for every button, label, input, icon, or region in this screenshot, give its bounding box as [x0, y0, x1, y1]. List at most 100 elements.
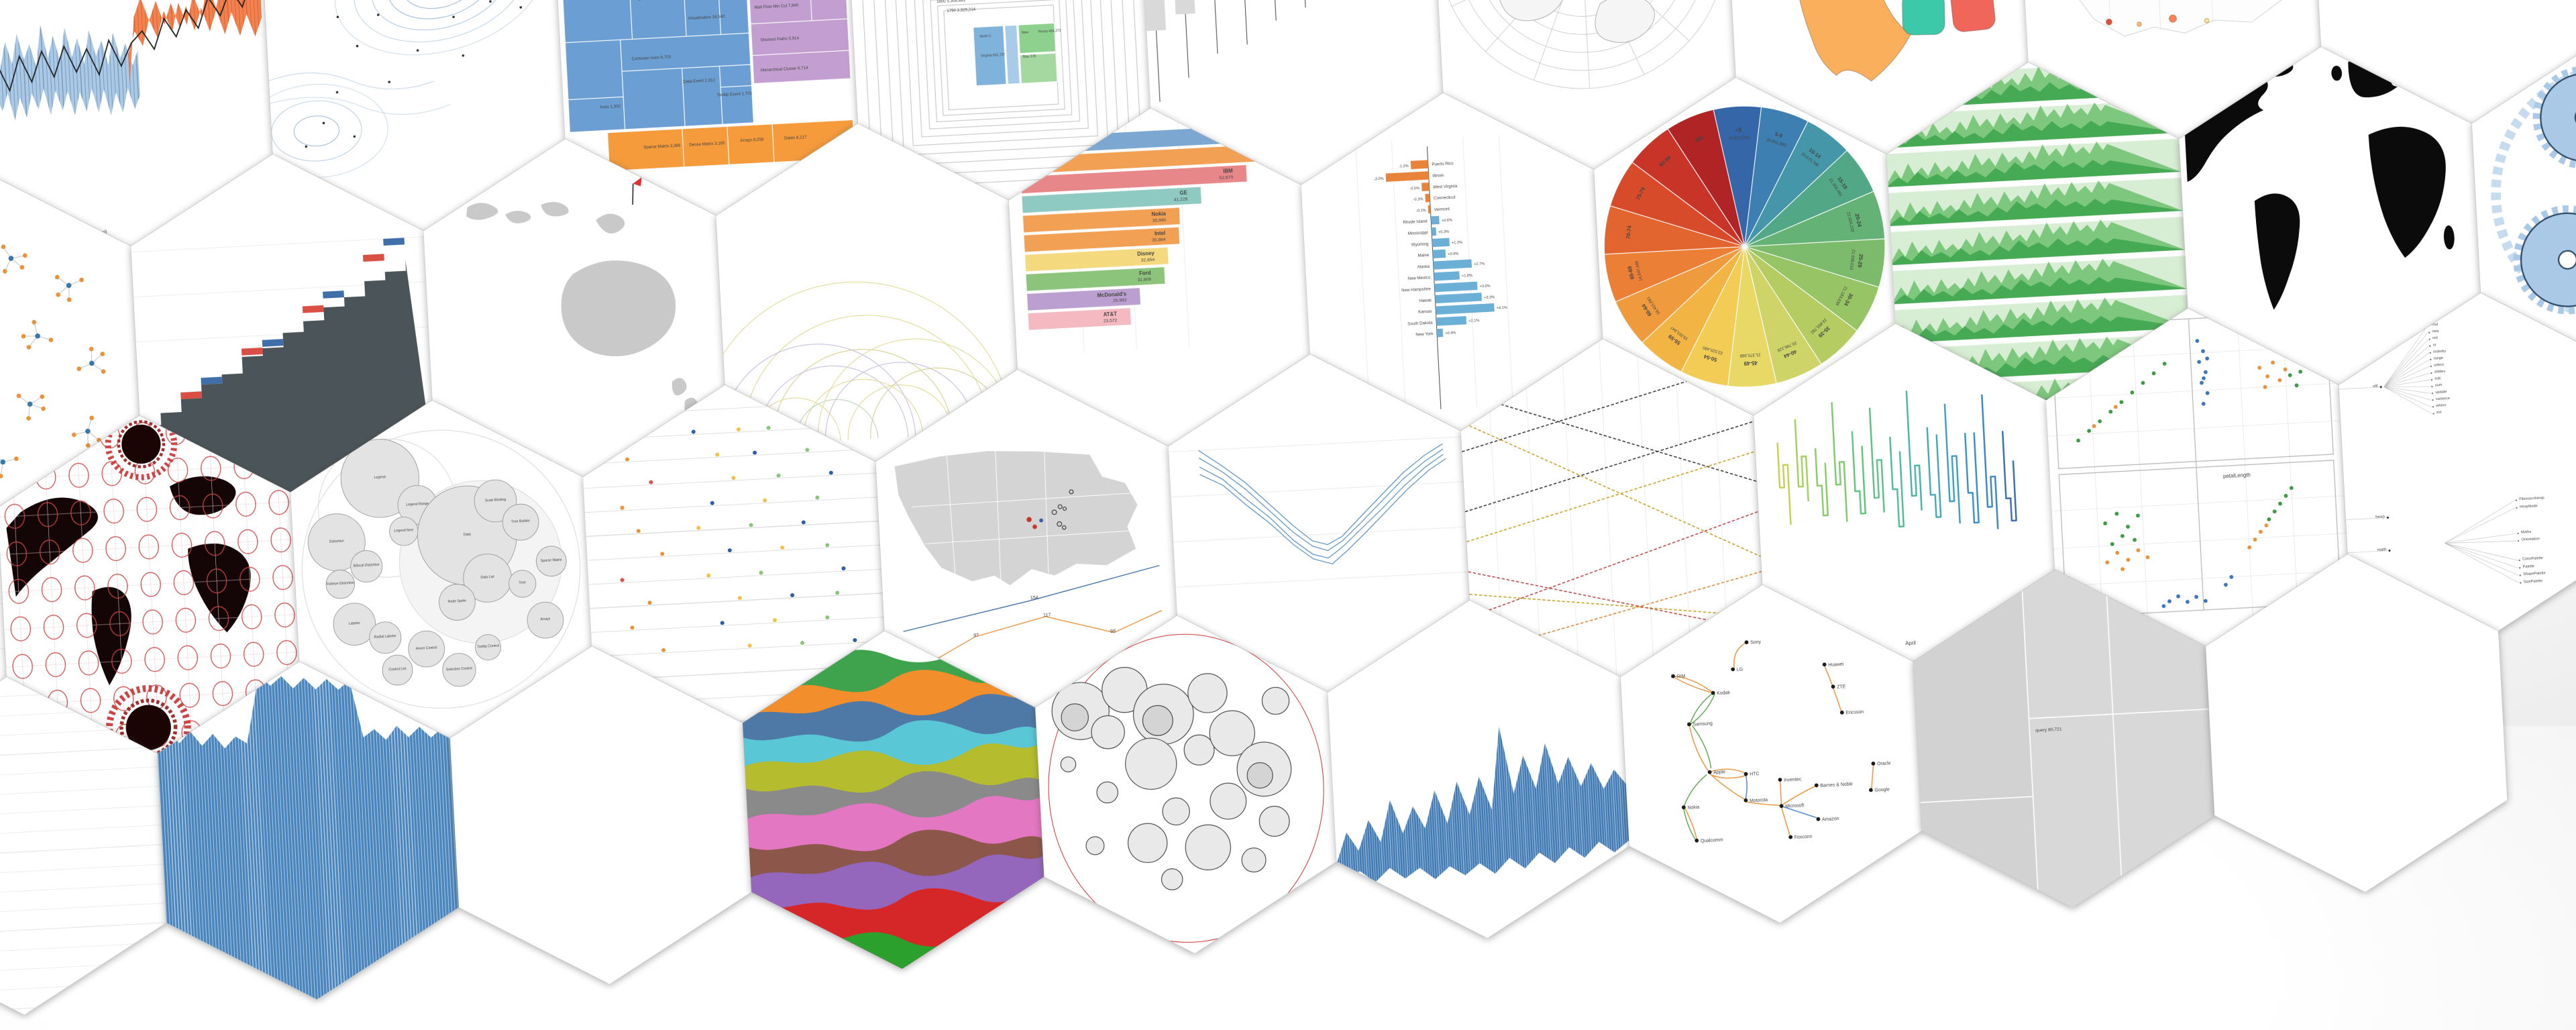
svg-text:Dense Matrix 3,165: Dense Matrix 3,165 — [689, 141, 725, 148]
svg-text:Tooltip Control: Tooltip Control — [477, 644, 499, 650]
svg-text:-3.0%: -3.0% — [1374, 177, 1384, 182]
tile-patent-network[interactable]: Sony LG RIM Kodak Samsung Apple HTC Noki… — [1616, 577, 1927, 930]
tile-dot-strip-plot[interactable] — [578, 377, 889, 730]
svg-text:ColorPalette: ColorPalette — [2522, 556, 2543, 562]
svg-text:Motorola: Motorola — [1750, 798, 1768, 803]
svg-text:Bifocal Distortion: Bifocal Distortion — [354, 563, 380, 568]
tile-dark-step-chart[interactable]: 50 — [126, 147, 437, 500]
svg-text:Maine: Maine — [1417, 253, 1430, 258]
svg-text:West Virginia: West Virginia — [1433, 184, 1458, 190]
tile-noisy-series[interactable] — [1324, 593, 1634, 945]
svg-text:mul: mul — [2432, 323, 2438, 327]
tile-gray-treemap[interactable]: query 80,721 — [1909, 562, 2219, 915]
symbol-dots — [2057, 0, 2281, 30]
tile-scatterplot-matrix[interactable]: petalLength — [2041, 301, 2352, 654]
svg-text:HeapNode: HeapNode — [2520, 504, 2538, 509]
svg-text:98: 98 — [1110, 628, 1116, 634]
south-america-shape — [2254, 193, 2304, 311]
tile-quake-map[interactable]: 97 117 98 154 — [871, 362, 1182, 715]
contour-points — [294, 0, 529, 148]
svg-text:where: where — [2435, 403, 2447, 408]
tile-dendrogram[interactable]: mul neq not or orderby range select stdd… — [2334, 285, 2576, 638]
europe-shape — [2348, 54, 2398, 99]
tile-blank[interactable] — [445, 639, 756, 992]
tile-multiline-dip[interactable] — [1164, 347, 1474, 700]
svg-text:stddev: stddev — [2434, 370, 2446, 374]
svg-text:Fisheye Distortion: Fisheye Distortion — [327, 581, 355, 586]
brand-bar-rows: IBM 52,870 GE 41,228 Nokia 35,990 Intel … — [1019, 125, 1277, 330]
svg-text:5-9: 5-9 — [1774, 131, 1784, 139]
texas-blob — [1799, 0, 1913, 85]
black-map-graphic — [2175, 40, 2485, 393]
africa-shape — [2368, 124, 2451, 259]
tile-symbol-map[interactable] — [2015, 0, 2326, 146]
svg-text:21,698,010: 21,698,010 — [1849, 249, 1856, 270]
svg-text:Hover Control: Hover Control — [416, 646, 437, 651]
svg-text:Dates 8,217: Dates 8,217 — [784, 135, 807, 141]
svg-text:range: range — [2434, 356, 2444, 361]
treemap-graphic: Data Sprite 10,349Tree 7,147Edge Rendere… — [552, 0, 863, 223]
oceania-map-graphic — [419, 132, 730, 484]
tile-blank-2[interactable] — [2201, 547, 2512, 900]
scatter-matrix-label: petalLength — [2223, 472, 2251, 479]
svg-text:Tree: Tree — [519, 581, 526, 586]
svg-text:Intel: Intel — [1155, 230, 1166, 237]
svg-text:ZTE: ZTE — [1837, 684, 1846, 690]
svg-text:math: math — [2377, 548, 2387, 553]
svg-text:Sparse Matrix 3,366: Sparse Matrix 3,366 — [643, 143, 681, 150]
svg-text:not: not — [2432, 336, 2438, 340]
svg-text:Selection Control: Selection Control — [446, 666, 472, 672]
boxplot-graphic — [1137, 0, 1448, 193]
svg-text:update: update — [2435, 390, 2447, 395]
tile-gears[interactable] — [2467, 24, 2576, 377]
svg-text:heap: heap — [2375, 515, 2385, 520]
line-value-labels: 97 117 98 154 — [971, 590, 1116, 641]
svg-text:25-29: 25-29 — [1856, 254, 1864, 268]
svg-text:23,572: 23,572 — [1104, 318, 1118, 323]
north-america-shape — [2182, 68, 2273, 183]
tile-streamgraph[interactable] — [738, 623, 1049, 976]
tile-azimuthal-projection[interactable] — [1430, 0, 1740, 177]
tile-bubble-collision[interactable] — [1031, 608, 1342, 961]
svg-text:<5: <5 — [1735, 127, 1742, 133]
tile-brand-value-bars[interactable]: IBM 52,870 GE 41,228 Nokia 35,990 Intel … — [1004, 101, 1315, 454]
svg-text:sum: sum — [2435, 383, 2443, 388]
svg-text:Ford: Ford — [1139, 270, 1151, 276]
svg-text:+2.7%: +2.7% — [1474, 262, 1485, 266]
svg-text:Foxconn: Foxconn — [1794, 835, 1813, 840]
tile-watercolor-us-map[interactable] — [1723, 0, 2033, 162]
annotated-lines — [900, 566, 1164, 675]
svg-text:Data: Data — [464, 533, 471, 537]
gradient-axis-label: April — [1905, 640, 1916, 647]
australia-shape — [559, 258, 678, 360]
contour-graphic — [260, 0, 570, 238]
tile-age-wheel[interactable]: <5 19,912,018 5-9 20,501,982 10-14 20,67… — [1589, 70, 1900, 423]
svg-text:Legend Item: Legend Item — [394, 528, 413, 533]
symbol-map-graphic — [2015, 0, 2326, 146]
tile-gradient-step-chart[interactable]: April — [1749, 316, 2059, 669]
svg-text:Nokia: Nokia — [1687, 805, 1699, 811]
tile-circle-packing[interactable]: Legend Legend Range Legend Item Distorti… — [286, 393, 596, 745]
svg-text:Hierarchical Cluster 6,714: Hierarchical Cluster 6,714 — [761, 66, 809, 73]
tile-audio-waveform[interactable] — [153, 654, 464, 1007]
svg-text:IBM: IBM — [1223, 168, 1233, 174]
svg-text:orderby: orderby — [2433, 350, 2446, 354]
census-state-labels: North C Virginia 691,737 New Penns 434,373 M… — [979, 29, 1062, 61]
tile-flare-treemap[interactable]: Data Sprite 10,349Tree 7,147Edge Rendere… — [552, 0, 863, 223]
svg-text:Palette: Palette — [2523, 564, 2535, 569]
svg-text:FibonacciHeap: FibonacciHeap — [2519, 496, 2544, 501]
tile-gridlines[interactable] — [0, 670, 170, 1023]
svg-text:-0.5%: -0.5% — [1409, 187, 1419, 191]
tile-census-spiral[interactable]: 1870 38,558,3711860 31,443,3211850 23,19… — [845, 0, 1155, 208]
svg-text:Maths: Maths — [2521, 530, 2532, 535]
map-pin — [631, 177, 643, 205]
tile-oceania-map[interactable] — [419, 132, 730, 484]
tile-contour-plot[interactable] — [260, 0, 570, 238]
svg-text:41,228: 41,228 — [1174, 197, 1188, 203]
tile-black-world-map[interactable] — [2175, 40, 2485, 393]
tile-population-change-bars[interactable]: Puerto Rico -1.2% Illinois -3.0% West Vi… — [1297, 85, 1607, 438]
tile-green-horizon[interactable] — [1882, 54, 2193, 407]
tile-box-plots[interactable] — [1137, 0, 1448, 193]
svg-text:or: or — [2433, 343, 2436, 347]
svg-text:+4.1%: +4.1% — [1497, 306, 1507, 311]
